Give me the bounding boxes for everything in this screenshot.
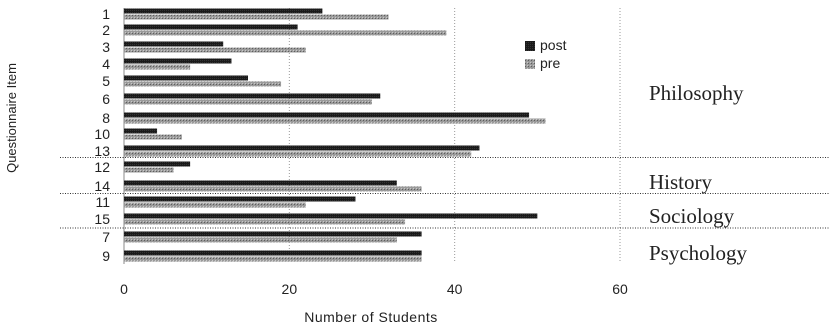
legend-swatch-post (525, 41, 535, 51)
bar-post-6 (124, 93, 381, 99)
bar-pre-15 (124, 219, 406, 225)
bar-pre-1 (124, 14, 389, 20)
bar-pre-4 (124, 64, 191, 70)
group-label-history: History (649, 170, 713, 194)
bar-pre-12 (124, 167, 174, 173)
x-tick-label: 0 (120, 281, 128, 297)
y-tick-label: 14 (94, 178, 110, 194)
y-axis-label: Questionnaire Item (4, 63, 19, 173)
y-tick-label: 2 (102, 22, 110, 38)
bar-post-12 (124, 161, 191, 167)
x-tick-label: 20 (282, 281, 298, 297)
bar-post-2 (124, 24, 298, 30)
bar-post-7 (124, 231, 422, 237)
y-tick-label: 9 (102, 248, 110, 264)
legend-label-post: post (540, 37, 567, 53)
y-tick-label: 4 (102, 56, 110, 72)
bar-post-1 (124, 8, 323, 14)
group-label-sociology: Sociology (649, 204, 735, 228)
bar-pre-5 (124, 81, 282, 87)
y-tick-label: 5 (102, 73, 110, 89)
group-labels: Philosophy History Sociology Psychology (649, 81, 748, 265)
bar-pre-3 (124, 47, 306, 53)
bar-pre-11 (124, 202, 306, 208)
y-tick-label: 15 (94, 211, 110, 227)
bar-post-9 (124, 250, 422, 256)
y-tick-label: 3 (102, 39, 110, 55)
x-axis-label: Number of Students (304, 309, 438, 325)
legend-label-pre: pre (540, 55, 560, 71)
bars (124, 8, 546, 262)
x-tick-label: 40 (447, 281, 463, 297)
bar-pre-13 (124, 151, 472, 157)
legend-swatch-pre (525, 59, 535, 69)
bar-pre-8 (124, 118, 546, 124)
y-tick-label: 10 (94, 126, 110, 142)
x-tick-labels: 0 20 40 60 (120, 281, 628, 297)
bar-post-15 (124, 213, 538, 219)
bar-pre-6 (124, 99, 372, 105)
bar-post-4 (124, 58, 232, 64)
bar-pre-14 (124, 186, 422, 192)
bar-post-3 (124, 41, 224, 47)
group-label-philosophy: Philosophy (649, 81, 744, 105)
bar-pre-7 (124, 237, 397, 243)
bar-post-10 (124, 128, 158, 134)
y-tick-label: 8 (102, 110, 110, 126)
bar-post-14 (124, 180, 397, 186)
bar-pre-10 (124, 134, 182, 140)
bar-pre-9 (124, 256, 422, 262)
y-tick-label: 13 (94, 143, 110, 159)
group-separators (60, 157, 829, 229)
y-tick-label: 1 (102, 6, 110, 22)
y-tick-label: 6 (102, 91, 110, 107)
legend: post pre (525, 37, 567, 71)
y-tick-label: 12 (94, 159, 110, 175)
bar-post-13 (124, 145, 480, 151)
group-label-psychology: Psychology (649, 241, 748, 265)
bar-pre-2 (124, 30, 447, 36)
bar-post-8 (124, 112, 530, 118)
y-tick-label: 11 (95, 194, 110, 210)
x-tick-label: 60 (612, 281, 628, 297)
y-tick-label: 7 (102, 229, 110, 245)
bar-post-11 (124, 196, 356, 202)
bar-post-5 (124, 75, 248, 81)
